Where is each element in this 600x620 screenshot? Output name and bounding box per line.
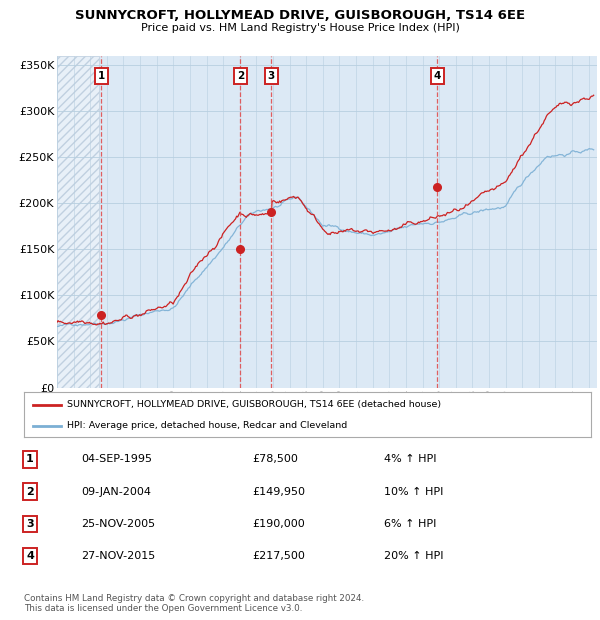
Text: 27-NOV-2015: 27-NOV-2015 [81,551,155,561]
Text: 1: 1 [26,454,34,464]
Text: 3: 3 [268,71,275,81]
Text: SUNNYCROFT, HOLLYMEAD DRIVE, GUISBOROUGH, TS14 6EE: SUNNYCROFT, HOLLYMEAD DRIVE, GUISBOROUGH… [75,9,525,22]
Text: £149,950: £149,950 [252,487,305,497]
Text: 4% ↑ HPI: 4% ↑ HPI [384,454,437,464]
Text: 20% ↑ HPI: 20% ↑ HPI [384,551,443,561]
Text: HPI: Average price, detached house, Redcar and Cleveland: HPI: Average price, detached house, Redc… [67,422,347,430]
Text: £217,500: £217,500 [252,551,305,561]
Text: Price paid vs. HM Land Registry's House Price Index (HPI): Price paid vs. HM Land Registry's House … [140,23,460,33]
Text: 1: 1 [98,71,105,81]
Text: This data is licensed under the Open Government Licence v3.0.: This data is licensed under the Open Gov… [24,603,302,613]
Text: 4: 4 [26,551,34,561]
Text: 3: 3 [26,519,34,529]
Text: 4: 4 [434,71,441,81]
Text: 10% ↑ HPI: 10% ↑ HPI [384,487,443,497]
Text: 2: 2 [236,71,244,81]
Text: 6% ↑ HPI: 6% ↑ HPI [384,519,436,529]
Text: 04-SEP-1995: 04-SEP-1995 [81,454,152,464]
Text: £78,500: £78,500 [252,454,298,464]
Text: £190,000: £190,000 [252,519,305,529]
Text: Contains HM Land Registry data © Crown copyright and database right 2024.: Contains HM Land Registry data © Crown c… [24,593,364,603]
Text: 25-NOV-2005: 25-NOV-2005 [81,519,155,529]
Text: 2: 2 [26,487,34,497]
Text: SUNNYCROFT, HOLLYMEAD DRIVE, GUISBOROUGH, TS14 6EE (detached house): SUNNYCROFT, HOLLYMEAD DRIVE, GUISBOROUGH… [67,401,440,409]
Text: 09-JAN-2004: 09-JAN-2004 [81,487,151,497]
